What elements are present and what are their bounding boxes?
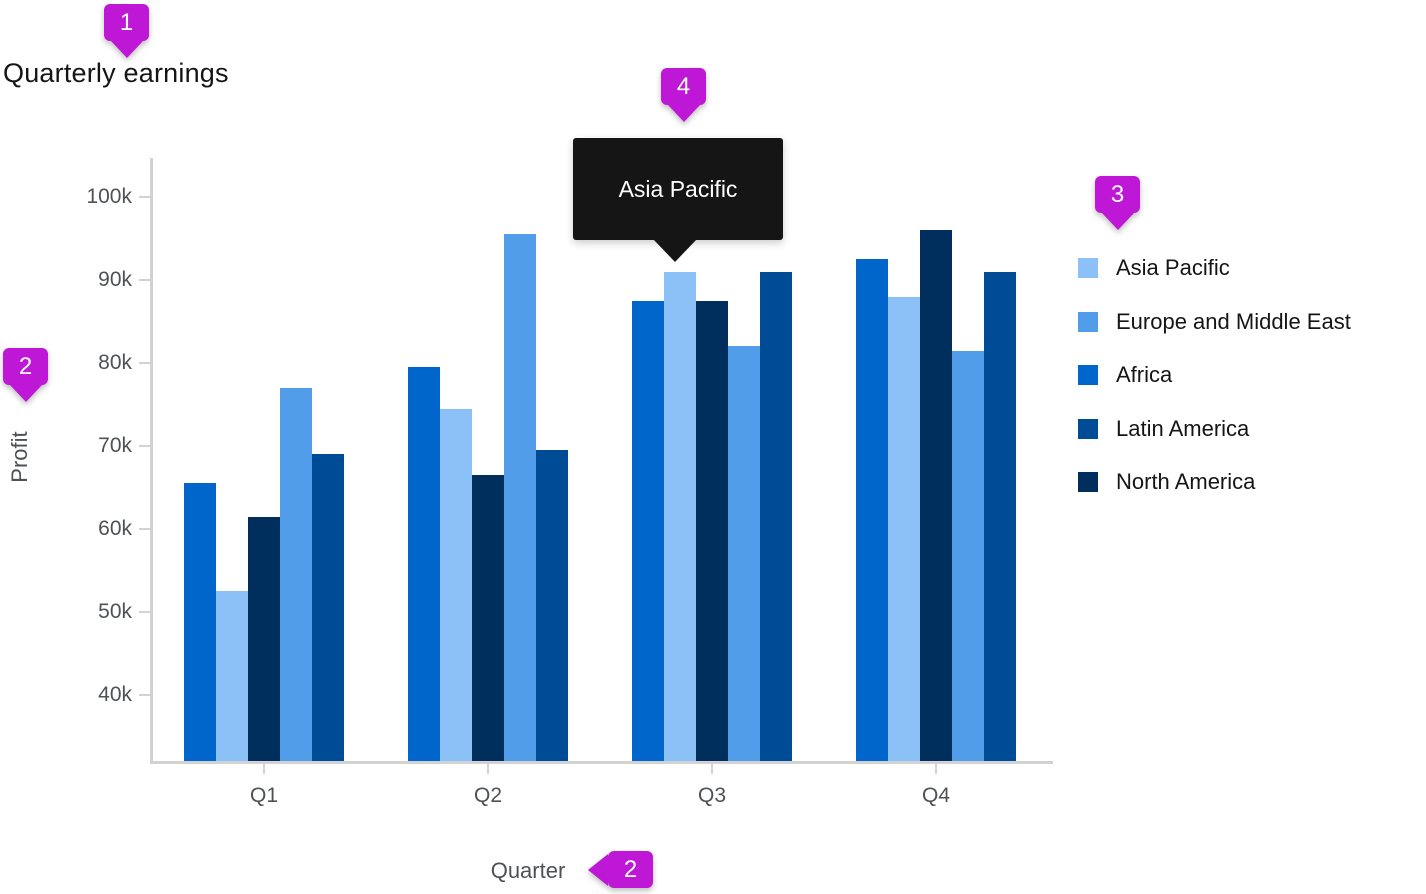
x-tick-label-Q4: Q4	[921, 784, 950, 807]
annotation-badge-1-number: 1	[104, 4, 149, 41]
x-tick-label-Q2: Q2	[473, 784, 502, 807]
tooltip-label: Asia Pacific	[618, 175, 738, 202]
bar-q3-latin-america[interactable]	[760, 271, 792, 761]
legend-label: North America	[1116, 469, 1256, 494]
annotation-badge-2-yaxis: 2	[3, 348, 48, 402]
y-tick-80k	[139, 362, 150, 364]
y-tick-label-80k: 80k	[98, 351, 132, 374]
bar-q1-europe-and-middle-east[interactable]	[280, 387, 312, 761]
annotation-badge-2-xaxis-pointer-icon	[588, 853, 608, 886]
annotation-badge-2-xaxis: 2	[588, 851, 653, 888]
x-tick-Q3	[711, 763, 713, 774]
y-tick-50k	[139, 611, 150, 613]
bar-q3-north-america[interactable]	[696, 300, 728, 762]
y-tick-label-60k: 60k	[98, 517, 132, 540]
y-tick-40k	[139, 694, 150, 696]
tooltip-pointer-icon	[653, 239, 697, 262]
legend-swatch-latin-america	[1078, 418, 1098, 439]
y-axis-label: Profit	[7, 431, 32, 483]
x-tick-Q1	[263, 763, 265, 774]
bar-q2-asia-pacific[interactable]	[440, 408, 472, 761]
y-axis-line	[150, 158, 153, 763]
legend-item-north-america[interactable]: North America	[1078, 469, 1256, 494]
bar-q1-africa[interactable]	[184, 483, 216, 761]
legend-swatch-asia-pacific	[1078, 258, 1098, 278]
y-tick-90k	[139, 279, 150, 281]
bar-q4-europe-and-middle-east[interactable]	[952, 350, 984, 761]
x-tick-Q4	[935, 763, 937, 774]
y-tick-100k	[139, 196, 150, 198]
bar-q2-latin-america[interactable]	[536, 450, 568, 761]
annotation-badge-3: 3	[1095, 176, 1140, 230]
y-tick-label-100k: 100k	[86, 185, 132, 208]
legend-label: Africa	[1116, 362, 1173, 387]
bar-q3-asia-pacific[interactable]	[664, 271, 696, 761]
annotation-badge-2-yaxis-pointer-icon	[9, 385, 42, 402]
annotation-badge-4-number: 4	[661, 68, 706, 105]
bar-q1-latin-america[interactable]	[312, 454, 344, 761]
legend-swatch-europe-and-middle-east	[1078, 311, 1098, 332]
y-tick-70k	[139, 445, 150, 447]
bar-q2-africa[interactable]	[408, 367, 440, 761]
annotation-badge-4: 4	[661, 68, 706, 122]
annotation-badge-3-pointer-icon	[1101, 213, 1134, 230]
legend-swatch-north-america	[1078, 472, 1098, 492]
tooltip: Asia Pacific	[573, 138, 783, 240]
bar-q1-asia-pacific[interactable]	[216, 591, 248, 762]
bar-q3-africa[interactable]	[632, 300, 664, 762]
x-axis-line	[150, 761, 1053, 764]
x-tick-label-Q1: Q1	[249, 784, 278, 807]
bar-q3-europe-and-middle-east[interactable]	[728, 346, 760, 761]
bar-q1-north-america[interactable]	[248, 516, 280, 761]
y-tick-label-90k: 90k	[98, 268, 132, 291]
bar-q4-asia-pacific[interactable]	[888, 296, 920, 761]
legend-swatch-africa	[1078, 365, 1098, 385]
legend-label: Asia Pacific	[1116, 255, 1230, 280]
legend-item-africa[interactable]: Africa	[1078, 362, 1173, 387]
annotation-badge-1-pointer-icon	[110, 41, 143, 58]
x-axis-label: Quarter	[490, 858, 566, 883]
legend-item-asia-pacific[interactable]: Asia Pacific	[1078, 255, 1230, 280]
annotation-badge-2-xaxis-number: 2	[608, 851, 653, 888]
x-tick-Q2	[487, 763, 489, 774]
bar-q4-north-america[interactable]	[920, 230, 952, 761]
bar-q2-north-america[interactable]	[472, 475, 504, 761]
y-tick-label-50k: 50k	[98, 600, 132, 623]
annotation-badge-4-pointer-icon	[667, 105, 700, 122]
annotation-badge-1: 1	[104, 4, 149, 58]
bar-q2-europe-and-middle-east[interactable]	[504, 234, 536, 761]
x-tick-label-Q3: Q3	[697, 784, 726, 807]
legend-label: Europe and Middle East	[1116, 308, 1351, 334]
legend-label: Latin America	[1116, 415, 1250, 441]
chart-title: Quarterly earnings	[3, 58, 229, 88]
legend-item-latin-america[interactable]: Latin America	[1078, 415, 1250, 441]
legend-item-europe-and-middle-east[interactable]: Europe and Middle East	[1078, 308, 1351, 334]
y-tick-label-70k: 70k	[98, 434, 132, 457]
y-tick-label-40k: 40k	[98, 683, 132, 706]
bar-q4-latin-america[interactable]	[984, 271, 1016, 761]
bar-q4-africa[interactable]	[856, 259, 888, 762]
annotation-badge-3-number: 3	[1095, 176, 1140, 213]
annotation-badge-2-yaxis-number: 2	[3, 348, 48, 385]
y-tick-60k	[139, 528, 150, 530]
